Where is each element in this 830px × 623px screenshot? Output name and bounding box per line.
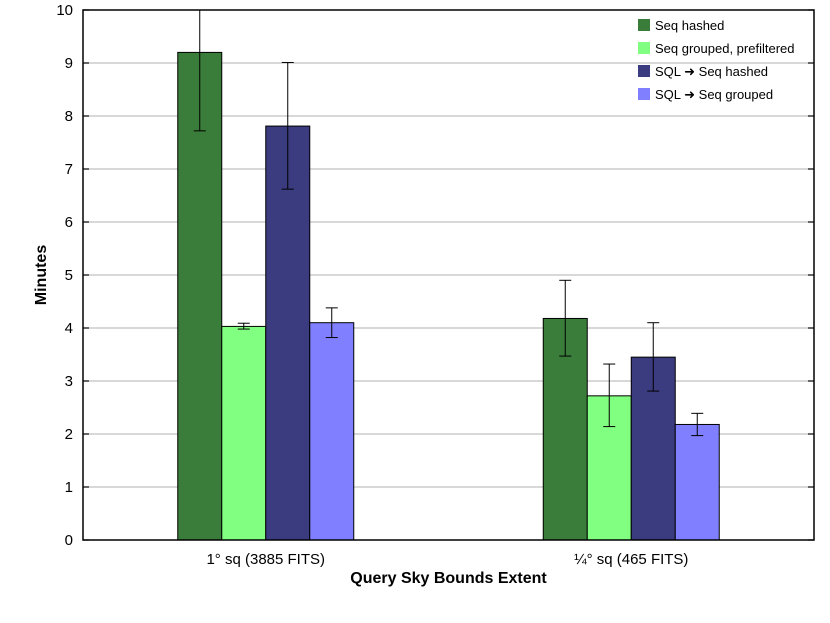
x-tick-label: ¼° sq (465 FITS) [574, 551, 688, 568]
y-tick-label: 9 [65, 55, 73, 72]
y-tick-label: 10 [56, 2, 73, 19]
bar [177, 51, 223, 541]
legend-swatch [638, 19, 650, 31]
y-axis-ticks: 0 1 2 3 4 5 6 7 8 9 10 [56, 2, 814, 549]
y-tick-label: 7 [65, 161, 73, 178]
bar [674, 423, 720, 541]
legend-label: Seq grouped, prefiltered [655, 41, 794, 56]
bar [309, 322, 355, 541]
x-tick-label: 1° sq (3885 FITS) [206, 551, 325, 568]
legend-swatch [638, 88, 650, 100]
bars-layer [177, 51, 720, 541]
y-tick-label: 2 [65, 426, 73, 443]
legend-swatch [638, 65, 650, 77]
legend-swatch [638, 42, 650, 54]
x-axis-title: Query Sky Bounds Extent [350, 570, 547, 587]
y-tick-label: 3 [65, 373, 73, 390]
x-axis-ticks: 1° sq (3885 FITS) ¼° sq (465 FITS) [206, 551, 688, 568]
y-tick-label: 4 [65, 320, 73, 337]
y-tick-label: 1 [65, 479, 73, 496]
y-tick-label: 0 [65, 532, 73, 549]
y-tick-label: 8 [65, 108, 73, 125]
legend: Seq hashed Seq grouped, prefiltered SQL ➜ … [638, 18, 794, 102]
y-axis-title: Minutes [33, 245, 50, 306]
legend-label: Seq hashed [655, 18, 724, 33]
legend-label: SQL ➜ Seq grouped [655, 87, 773, 102]
y-tick-label: 6 [65, 214, 73, 231]
y-tick-label: 5 [65, 267, 73, 284]
bar [221, 325, 267, 541]
error-bars-layer [193, 9, 704, 437]
legend-label: SQL ➜ Seq hashed [655, 64, 768, 79]
